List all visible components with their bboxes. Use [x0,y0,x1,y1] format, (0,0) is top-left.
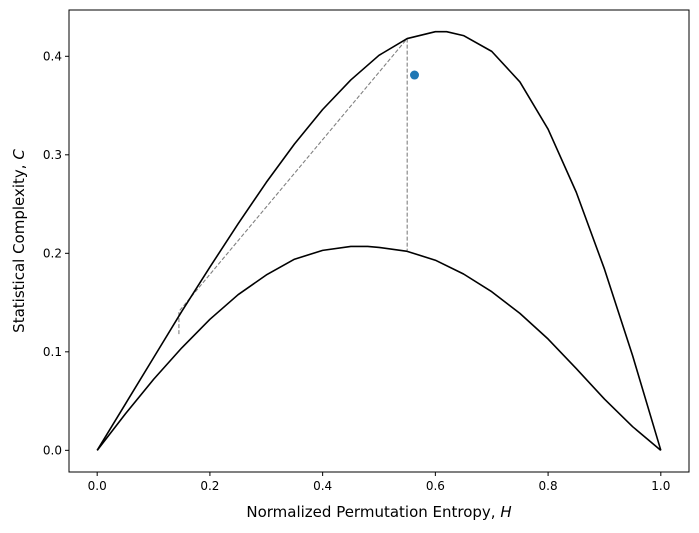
x-tick-label: 0.6 [426,479,445,493]
x-axis-label-text: Normalized Permutation Entropy, [246,503,500,521]
x-axis-ticks: 0.0 0.2 0.4 0.6 0.8 1.0 [88,472,670,493]
guide-line-0 [178,38,408,335]
x-tick-label: 0.0 [88,479,107,493]
lower-bound-curve [96,245,662,451]
y-tick-label: 0.3 [43,148,62,162]
y-axis-label-variable: C [10,149,28,160]
upper-bound-curve [96,30,662,451]
y-axis-ticks: 0.0 0.1 0.2 0.3 0.4 [43,49,69,457]
x-tick-label: 0.4 [313,479,332,493]
curves-layer [96,30,662,451]
y-tick-label: 0.1 [43,345,62,359]
y-axis-label: Statistical Complexity, C [10,149,28,333]
data-point-0-0 [410,70,420,80]
x-tick-label: 1.0 [651,479,670,493]
y-axis-label-text: Statistical Complexity, [10,160,28,333]
x-axis-label-variable: H [500,503,511,521]
points-layer [410,70,420,80]
plot-background [69,10,689,472]
y-tick-label: 0.0 [43,443,62,457]
plot-frame [68,9,690,473]
x-tick-label: 0.8 [539,479,558,493]
y-tick-label: 0.2 [43,246,62,260]
y-tick-label: 0.4 [43,49,62,63]
x-tick-label: 0.2 [200,479,219,493]
x-axis-label: Normalized Permutation Entropy, H [246,503,511,521]
